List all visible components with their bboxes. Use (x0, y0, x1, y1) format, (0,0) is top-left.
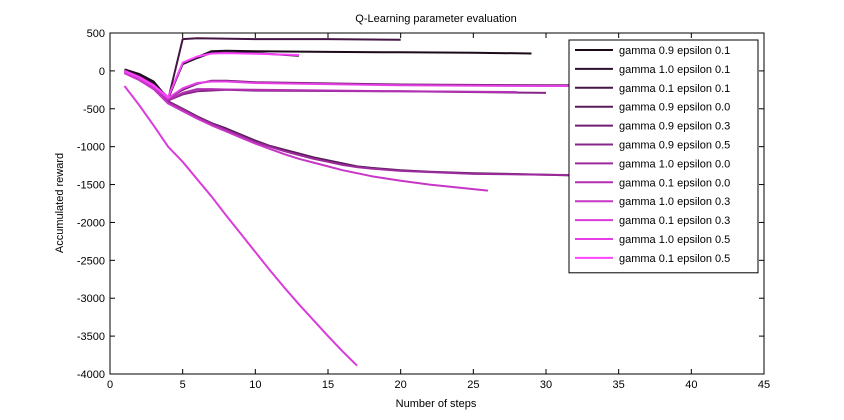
y-tick-label: -500 (83, 104, 105, 116)
x-tick-label: 20 (395, 379, 407, 391)
legend-label: gamma 0.9 epsilon 0.1 (619, 45, 730, 57)
legend-label: gamma 0.9 epsilon 0.0 (619, 102, 730, 114)
y-tick-label: -1500 (77, 180, 105, 192)
y-tick-label: 0 (99, 66, 105, 78)
legend-label: gamma 1.0 epsilon 0.0 (619, 158, 730, 170)
legend-label: gamma 1.0 epsilon 0.1 (619, 64, 730, 76)
y-axis-label: Accumulated reward (54, 153, 66, 253)
x-tick-label: 25 (467, 379, 479, 391)
x-tick-label: 30 (540, 379, 552, 391)
legend-label: gamma 0.1 epsilon 0.3 (619, 215, 730, 227)
y-tick-label: 500 (87, 28, 105, 40)
legend-label: gamma 0.1 epsilon 0.1 (619, 83, 730, 95)
y-tick-label: -3500 (77, 331, 105, 343)
x-tick-label: 15 (322, 379, 334, 391)
y-tick-label: -3000 (77, 293, 105, 305)
x-tick-label: 0 (107, 379, 113, 391)
series-line-9 (124, 72, 489, 192)
series-line-10 (123, 85, 358, 367)
series-line-1 (124, 49, 532, 100)
y-tick-label: -4000 (77, 369, 105, 381)
legend: gamma 0.9 epsilon 0.1 gamma 1.0 epsilon 0… (568, 39, 759, 274)
chart-title: Q-Learning parameter evaluation (355, 13, 516, 25)
series-line-7 (124, 71, 576, 177)
x-tick-label: 40 (685, 379, 697, 391)
y-tick-label: -2000 (77, 217, 105, 229)
plot-lines (123, 37, 692, 367)
legend-label: gamma 0.9 epsilon 0.3 (619, 121, 730, 133)
x-axis-label: Number of steps (396, 398, 477, 410)
legend-label: gamma 1.0 epsilon 0.5 (619, 234, 730, 246)
legend-label: gamma 0.1 epsilon 0.5 (619, 253, 730, 265)
plot-frame (109, 32, 765, 375)
legend-label: gamma 0.9 epsilon 0.5 (619, 140, 730, 152)
y-axis: 500 0 -500 -1000 -1500 -2000 -2500 -3000 -3500 -4… (77, 28, 764, 381)
x-axis: 0 5 10 15 20 25 30 35 40 45 (107, 33, 770, 391)
legend-label: gamma 1.0 epsilon 0.3 (619, 196, 730, 208)
series-line-8 (124, 71, 517, 101)
legend-label: gamma 0.1 epsilon 0.0 (619, 177, 730, 189)
y-tick-label: -2500 (77, 255, 105, 267)
x-tick-label: 35 (613, 379, 625, 391)
series-line-4 (124, 70, 576, 177)
x-tick-label: 5 (180, 379, 186, 391)
x-tick-label: 45 (758, 379, 770, 391)
series-line-12 (124, 52, 299, 99)
x-tick-label: 10 (249, 379, 261, 391)
legend-box (568, 39, 759, 274)
y-tick-label: -1000 (77, 142, 105, 154)
